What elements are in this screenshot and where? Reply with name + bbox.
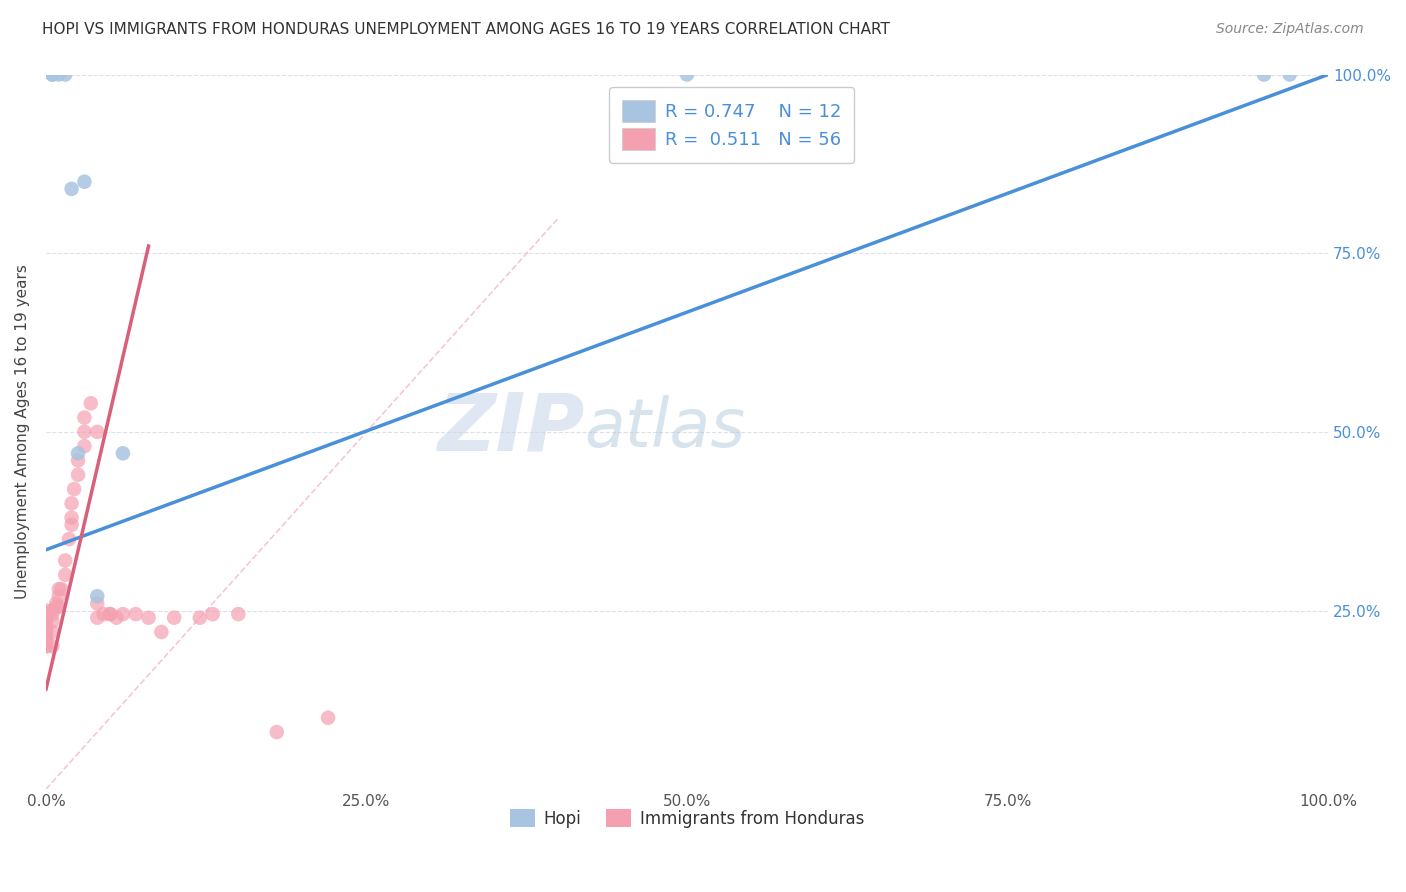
Point (35, 614, 58, 628)
Point (35, 603, 58, 617)
Point (86, 425, 108, 439)
Point (35, 625, 58, 640)
Point (105, 610, 128, 624)
Y-axis label: Unemployment Among Ages 16 to 19 years: Unemployment Among Ages 16 to 19 years (15, 264, 30, 599)
Point (138, 610, 160, 624)
Point (41, 625, 63, 640)
Point (111, 446, 134, 460)
Point (86, 610, 108, 624)
Point (60, 517, 83, 532)
Point (41, 607, 63, 621)
Point (35, 632, 58, 647)
Point (201, 607, 224, 621)
Point (80, 396, 103, 410)
Point (73, 175, 96, 189)
Point (35, 607, 58, 621)
Point (35, 640, 58, 654)
Point (98, 607, 121, 621)
Point (48, 599, 70, 614)
Text: atlas: atlas (585, 395, 745, 461)
Point (676, 68, 699, 82)
Point (111, 607, 134, 621)
Point (53, 553, 76, 567)
Point (226, 607, 249, 621)
Point (73, 439, 96, 453)
Point (316, 711, 339, 725)
Point (150, 625, 173, 640)
Text: Source: ZipAtlas.com: Source: ZipAtlas.com (1216, 22, 1364, 37)
Point (60, 496, 83, 510)
Point (35, 617, 58, 632)
Point (53, 68, 76, 82)
Point (41, 640, 63, 654)
Point (266, 725, 288, 739)
Point (35, 629, 58, 643)
Point (35, 640, 58, 654)
Point (35, 610, 58, 624)
Point (63, 482, 86, 496)
Point (35, 607, 58, 621)
Point (53, 567, 76, 582)
Point (35, 621, 58, 635)
Point (86, 596, 108, 610)
Point (35, 636, 58, 650)
Point (98, 607, 121, 621)
Point (35, 625, 58, 640)
Point (66, 453, 89, 467)
Point (51, 582, 73, 596)
Point (125, 607, 148, 621)
Point (93, 607, 115, 621)
Point (60, 510, 83, 524)
Point (48, 68, 70, 82)
Point (1278, 68, 1301, 82)
Point (41, 68, 63, 82)
Point (41, 603, 63, 617)
Text: HOPI VS IMMIGRANTS FROM HONDURAS UNEMPLOYMENT AMONG AGES 16 TO 19 YEARS CORRELAT: HOPI VS IMMIGRANTS FROM HONDURAS UNEMPLO… (42, 22, 890, 37)
Point (66, 467, 89, 482)
Point (58, 532, 80, 546)
Point (41, 614, 63, 628)
Point (35, 610, 58, 624)
Point (188, 610, 211, 624)
Point (45, 596, 67, 610)
Point (73, 425, 96, 439)
Point (41, 68, 63, 82)
Text: ZIP: ZIP (437, 389, 585, 467)
Point (66, 446, 89, 460)
Point (48, 582, 70, 596)
Point (86, 589, 108, 603)
Point (45, 599, 67, 614)
Point (1253, 68, 1275, 82)
Legend: Hopi, Immigrants from Honduras: Hopi, Immigrants from Honduras (503, 803, 870, 835)
Point (48, 589, 70, 603)
Point (60, 182, 83, 196)
Point (73, 410, 96, 425)
Point (163, 610, 186, 624)
